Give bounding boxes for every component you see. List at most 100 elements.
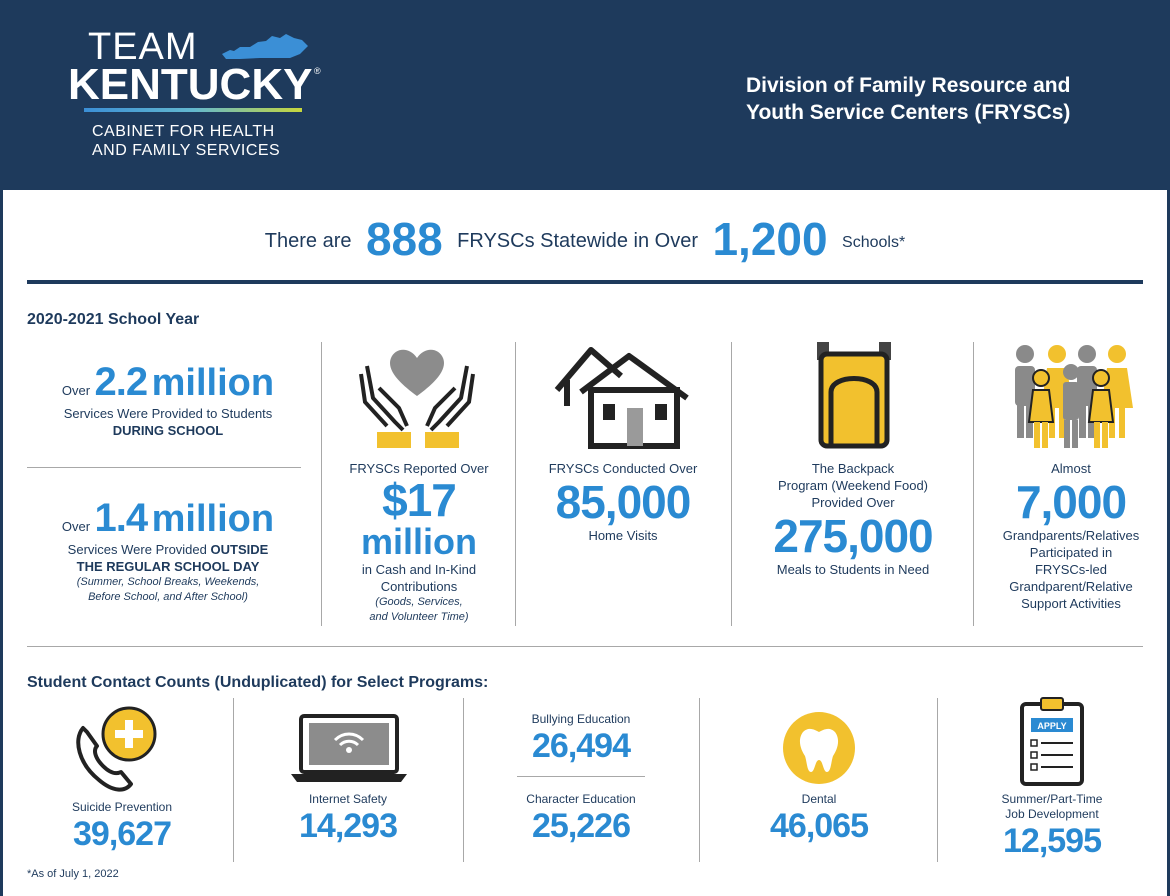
grandparents-line-5: Support Activities (1021, 596, 1121, 611)
houses-icon (554, 347, 689, 449)
school-count: 1,200 (712, 213, 828, 265)
backpack-caption: Meals to Students in Need (776, 562, 930, 577)
heart-hands-icon (359, 349, 475, 448)
contributions-value: $17 (382, 474, 457, 526)
outside-line-1-bold: OUTSIDE (210, 542, 269, 557)
outside-line-2: THE REGULAR SCHOOL DAY (76, 559, 260, 574)
bullying-education-stat: Bullying Education 26,494 (473, 712, 689, 765)
row-divider (27, 467, 301, 468)
column-divider (731, 342, 732, 626)
kentucky-state-icon (222, 34, 308, 59)
column-divider (463, 698, 464, 862)
headline-divider (27, 280, 1143, 284)
contributions-line-1: in Cash and In-Kind (361, 562, 477, 577)
outside-school-stat: Over 1.4 million Services Were Provided … (23, 496, 313, 605)
laptop-wifi-icon (291, 714, 407, 782)
school-year-title: 2020-2021 School Year (27, 311, 200, 328)
apply-label: APPLY (1037, 721, 1066, 731)
during-line-1: Services Were Provided to Students (63, 406, 273, 421)
during-school-stat: Over 2.2 million Services Were Provided … (23, 360, 313, 439)
during-over: Over (61, 383, 91, 398)
grandparents-line-1: Grandparents/Relatives (1002, 528, 1140, 543)
home-visits-stat: FRYSCs Conducted Over 85,000 Home Visits (523, 460, 723, 544)
suicide-label: Suicide Prevention (71, 800, 173, 814)
bullying-value: 26,494 (532, 727, 631, 765)
job-development-stat: Summer/Part-Time Job Development 12,595 (947, 792, 1157, 860)
backpack-line-1: The Backpack (811, 461, 895, 476)
grandparents-value: 7,000 (1015, 476, 1127, 528)
cabinet-name: CABINET FOR HEALTH AND FAMILY SERVICES (92, 122, 280, 160)
grandparents-line-4: Grandparent/Relative (1009, 579, 1133, 594)
internet-value: 14,293 (299, 807, 398, 845)
outside-note-2: Before School, and After School) (88, 591, 248, 603)
logo-kentucky-text: KENTUCKY (68, 60, 313, 109)
contributions-note-2: and Volunteer Time) (369, 611, 469, 623)
headline-pre: There are (264, 230, 352, 252)
headline-post: Schools* (842, 234, 906, 251)
jobs-label-2: Job Development (1005, 807, 1099, 821)
outside-value: 1.4 (94, 496, 149, 540)
during-value: 2.2 (94, 360, 149, 404)
grandparents-label: Almost (1051, 461, 1091, 476)
footnote: *As of July 1, 2022 (27, 868, 119, 880)
outside-over: Over (61, 519, 91, 534)
grandparents-stat: Almost 7,000 Grandparents/Relatives Part… (981, 460, 1161, 612)
internet-label: Internet Safety (308, 792, 388, 806)
backpack-line-3: Provided Over (811, 495, 895, 510)
frysc-count: 888 (365, 213, 443, 265)
bullying-character-divider (517, 776, 645, 777)
internet-safety-stat: Internet Safety 14,293 (243, 792, 453, 845)
header-banner: TEAM KENTUCKY ® CABINET FOR HEALTH AND F… (0, 0, 1170, 190)
character-education-stat: Character Education 25,226 (473, 792, 689, 845)
division-line-2: Youth Service Centers (FRYSCs) (746, 101, 1071, 124)
division-title: Division of Family Resource and Youth Se… (746, 72, 1136, 126)
contributions-label: FRYSCs Reported Over (349, 461, 489, 476)
grandparents-line-2: Participated in (1029, 545, 1113, 560)
headline-mid: FRYSCs Statewide in Over (457, 230, 699, 252)
column-divider (937, 698, 938, 862)
clipboard-apply-icon: APPLY (1020, 697, 1084, 786)
column-divider (233, 698, 234, 862)
contributions-stat: FRYSCs Reported Over $17 million in Cash… (329, 460, 509, 625)
contributions-unit: million (361, 521, 477, 562)
section-divider (27, 646, 1143, 647)
bullying-label: Bullying Education (531, 712, 631, 726)
cabinet-line-2: AND FAMILY SERVICES (92, 142, 281, 159)
column-divider (973, 342, 974, 626)
cabinet-line-1: CABINET FOR HEALTH (92, 123, 275, 140)
home-visits-label: FRYSCs Conducted Over (548, 461, 698, 476)
backpack-line-2: Program (Weekend Food) (777, 478, 929, 493)
backpack-stat: The Backpack Program (Weekend Food) Prov… (739, 460, 967, 578)
contributions-line-2: Contributions (380, 579, 458, 594)
during-unit: million (151, 362, 275, 404)
logo-team-text: TEAM (88, 26, 198, 68)
grandparents-line-3: FRYSCs-led (1034, 562, 1107, 577)
contributions-note-1: (Goods, Services, (375, 596, 463, 608)
character-value: 25,226 (532, 807, 631, 845)
outside-note-1: (Summer, School Breaks, Weekends, (76, 576, 260, 588)
dental-stat: Dental 46,065 (709, 792, 929, 845)
character-label: Character Education (526, 792, 636, 806)
backpack-value: 275,000 (773, 510, 933, 562)
statewide-headline: There are 888 FRYSCs Statewide in Over 1… (3, 212, 1167, 266)
logo-stripe (84, 108, 302, 112)
phone-plus-icon (76, 706, 157, 792)
column-divider (321, 342, 322, 626)
tooth-icon (783, 712, 855, 784)
dental-value: 46,065 (770, 807, 869, 845)
backpack-icon (817, 342, 891, 449)
logo-registered-mark: ® (314, 66, 321, 76)
division-line-1: Division of Family Resource and (746, 74, 1071, 97)
during-line-2: DURING SCHOOL (112, 423, 224, 438)
home-visits-value: 85,000 (555, 476, 692, 528)
team-kentucky-logo: TEAM KENTUCKY ® CABINET FOR HEALTH AND F… (68, 26, 338, 166)
dental-label: Dental (801, 792, 837, 806)
suicide-prevention-stat: Suicide Prevention 39,627 (27, 800, 217, 853)
main-panel: There are 888 FRYSCs Statewide in Over 1… (3, 190, 1167, 896)
suicide-value: 39,627 (73, 815, 172, 853)
column-divider (699, 698, 700, 862)
jobs-label-1: Summer/Part-Time (1001, 792, 1103, 806)
column-divider (515, 342, 516, 626)
contacts-title: Student Contact Counts (Unduplicated) fo… (27, 674, 489, 691)
outside-unit: million (151, 498, 275, 540)
